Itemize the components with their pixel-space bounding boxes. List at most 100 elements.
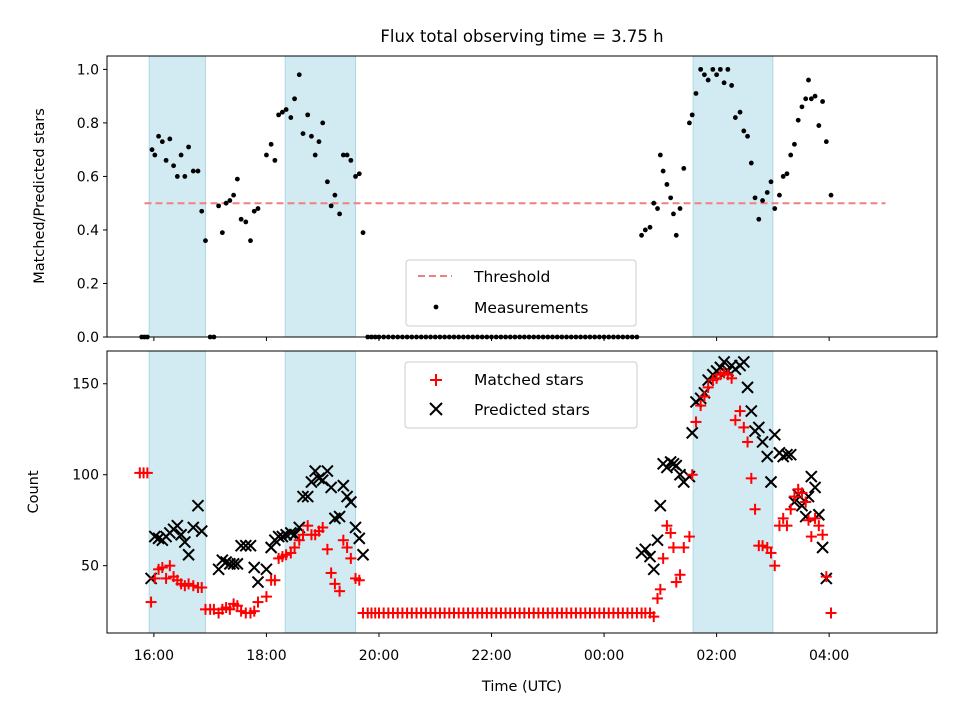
matched-stars-point — [321, 543, 333, 555]
predicted-stars-point — [239, 539, 253, 552]
measurement-point — [647, 224, 653, 230]
measurement-point — [227, 198, 233, 203]
measurement-point — [760, 198, 765, 203]
predicted-stars-point — [643, 550, 657, 563]
x-tick-label: 20:00 — [359, 648, 399, 664]
bottom-y-ticks: 50 100 150 — [72, 377, 107, 575]
x-tick-label: 16:00 — [134, 648, 174, 664]
matched-stars-point — [661, 520, 673, 532]
predicted-stars-point — [654, 499, 667, 512]
measurement-point — [353, 174, 358, 179]
predicted-stars-point — [660, 461, 674, 474]
measurement-point — [808, 96, 814, 102]
measurement-point — [344, 152, 350, 158]
measurement-point — [660, 168, 666, 174]
x-tick-label: 02:00 — [696, 648, 736, 664]
matched-stars-point — [160, 572, 172, 584]
matched-stars-point — [325, 567, 337, 579]
measurement-point — [729, 83, 735, 88]
predicted-stars-point — [356, 548, 370, 561]
measurement-point — [668, 195, 674, 201]
measurement-point — [309, 133, 314, 139]
y-tick-label: 0.0 — [77, 330, 99, 346]
matched-stars-point — [665, 527, 677, 539]
measurement-point — [320, 120, 326, 126]
predicted-stars-point — [737, 355, 751, 369]
measurement-point — [340, 152, 346, 158]
matched-stars-point — [702, 381, 714, 393]
measurement-point — [784, 171, 790, 177]
measurement-point — [312, 152, 318, 158]
predicted-stars-point — [264, 541, 278, 554]
top-axes-frame — [106, 55, 938, 338]
predicted-stars-point — [191, 499, 205, 512]
matched-stars-point — [683, 531, 695, 543]
measurement-point — [816, 123, 822, 128]
predicted-stars-point — [272, 530, 285, 543]
measurement-point — [681, 166, 687, 171]
matched-stars-point — [289, 541, 301, 553]
measurement-point — [167, 136, 173, 142]
measurement-point — [276, 112, 282, 118]
legend-measurements-label: Measurements — [474, 299, 589, 317]
bottom-legend: Matched stars Predicted stars — [404, 361, 638, 429]
matched-stars-point — [825, 607, 837, 619]
measurement-point — [182, 174, 188, 179]
predicted-stars-point — [651, 534, 664, 547]
measurement-point — [639, 232, 644, 238]
measurement-point — [219, 230, 225, 236]
measurement-point — [714, 72, 720, 78]
predicted-stars-point — [776, 450, 790, 463]
measurement-point — [788, 152, 794, 158]
measurement-point — [272, 157, 278, 163]
legend-matched-swatch — [430, 374, 442, 386]
predicted-stars-point — [780, 448, 794, 461]
predicted-stars-point — [670, 459, 683, 472]
predicted-stars-point — [741, 381, 754, 394]
predicted-stars-point — [260, 563, 273, 576]
bottom-shaded-regions — [148, 350, 774, 634]
matched-stars-point — [353, 574, 365, 586]
predicted-stars-point — [182, 548, 195, 561]
measurement-point — [234, 176, 240, 182]
predicted-stars-point — [808, 481, 822, 494]
predicted-stars-point — [301, 490, 314, 503]
y-tick-label: 0.2 — [77, 276, 99, 292]
matched-stars-point — [341, 541, 353, 553]
matched-stars-point — [803, 514, 815, 526]
measurement-point — [264, 152, 269, 158]
measurement-point — [657, 152, 663, 158]
x-tick-label: 22:00 — [471, 648, 511, 664]
matched-stars-point — [765, 547, 777, 559]
measurement-point — [152, 152, 158, 158]
measurement-point — [820, 99, 825, 104]
matched-stars-point — [248, 605, 260, 617]
measurement-point — [823, 139, 829, 145]
measurement-point — [780, 174, 786, 179]
matched-stars-point — [781, 520, 793, 532]
shaded-interval-2 — [692, 55, 774, 338]
matched-stars-point — [686, 469, 698, 481]
y-tick-label: 1.0 — [77, 62, 99, 78]
predicted-stars-point — [231, 557, 244, 571]
measurement-point — [655, 206, 660, 211]
matched-stars-point — [337, 534, 349, 546]
measurement-point — [288, 115, 294, 120]
predicted-stars-point — [349, 521, 362, 534]
y-tick-label: 50 — [81, 559, 99, 575]
matched-stars-point — [141, 467, 153, 479]
matched-stars-point — [235, 605, 247, 617]
measurement-point — [243, 219, 249, 225]
measurement-point — [651, 200, 657, 206]
measurement-point — [705, 77, 711, 83]
matched-stars-point — [800, 496, 812, 508]
predicted-stars-point — [296, 490, 310, 503]
measurement-point — [195, 168, 201, 174]
predicted-stars-point — [321, 464, 334, 478]
shaded-interval-0 — [148, 55, 206, 338]
measurement-point — [223, 200, 229, 206]
matched-stars-point — [187, 580, 199, 592]
measurement-point — [812, 93, 818, 99]
bottom-y-axis-label: Count — [26, 470, 42, 513]
x-tick-label: 04:00 — [809, 648, 849, 664]
